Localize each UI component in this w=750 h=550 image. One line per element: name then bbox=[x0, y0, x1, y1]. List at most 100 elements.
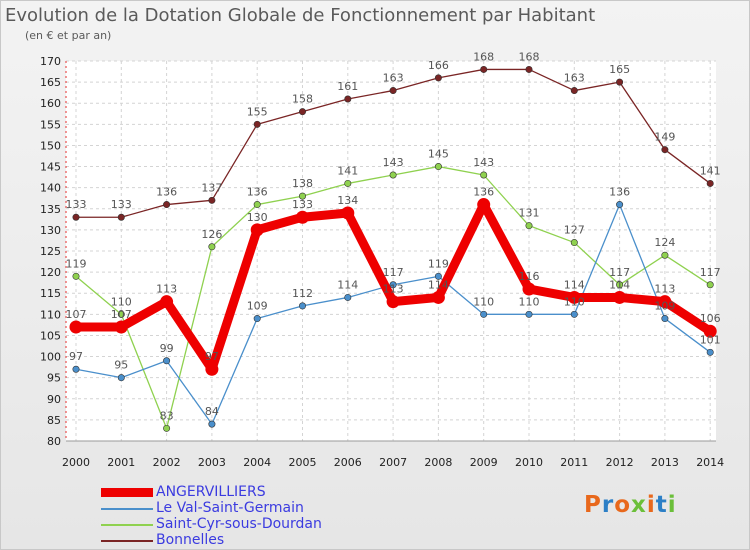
data-label-le-val-saint-germain: 114 bbox=[337, 278, 358, 291]
data-label-angervilliers: 106 bbox=[700, 312, 721, 325]
data-label-le-val-saint-germain: 109 bbox=[247, 300, 268, 313]
data-point-saint-cyr-sous-dourdan bbox=[344, 179, 352, 187]
y-tick-label: 130 bbox=[40, 224, 61, 237]
data-point-bonnelles bbox=[253, 120, 261, 128]
logo-letter: o bbox=[614, 492, 632, 518]
data-point-saint-cyr-sous-dourdan bbox=[706, 281, 714, 289]
data-point-le-val-saint-germain bbox=[480, 310, 488, 318]
data-label-saint-cyr-sous-dourdan: 127 bbox=[564, 224, 585, 237]
x-tick-label: 2007 bbox=[379, 456, 407, 469]
data-label-saint-cyr-sous-dourdan: 136 bbox=[247, 186, 268, 199]
data-point-bonnelles bbox=[389, 87, 397, 95]
y-tick-label: 150 bbox=[40, 139, 61, 152]
data-label-angervilliers: 133 bbox=[292, 198, 313, 211]
data-label-le-val-saint-germain: 110 bbox=[519, 295, 540, 308]
legend-swatch-angervilliers bbox=[101, 488, 153, 497]
data-point-le-val-saint-germain bbox=[298, 302, 306, 310]
data-label-saint-cyr-sous-dourdan: 131 bbox=[519, 207, 540, 220]
data-label-saint-cyr-sous-dourdan: 143 bbox=[383, 156, 404, 169]
legend-item-saint-cyr-sous-dourdan: Saint-Cyr-sous-Dourdan bbox=[101, 516, 361, 532]
data-point-angervilliers bbox=[613, 290, 627, 304]
data-point-bonnelles bbox=[344, 95, 352, 103]
legend-label: Saint-Cyr-sous-Dourdan bbox=[156, 516, 322, 532]
data-label-le-val-saint-germain: 110 bbox=[564, 295, 585, 308]
x-tick-label: 2009 bbox=[470, 456, 498, 469]
data-point-bonnelles bbox=[72, 213, 80, 221]
data-label-saint-cyr-sous-dourdan: 141 bbox=[337, 164, 358, 177]
legend-label: Bonnelles bbox=[156, 532, 225, 548]
data-point-saint-cyr-sous-dourdan bbox=[117, 310, 125, 318]
logo-letter: t bbox=[655, 492, 668, 518]
data-label-le-val-saint-germain: 97 bbox=[69, 350, 83, 363]
y-tick-label: 140 bbox=[40, 182, 61, 195]
data-point-le-val-saint-germain bbox=[253, 315, 261, 323]
data-point-saint-cyr-sous-dourdan bbox=[298, 192, 306, 200]
data-point-le-val-saint-germain bbox=[525, 310, 533, 318]
data-label-bonnelles: 161 bbox=[337, 80, 358, 93]
data-point-bonnelles bbox=[480, 65, 488, 73]
data-point-bonnelles bbox=[661, 146, 669, 154]
data-label-le-val-saint-germain: 101 bbox=[700, 333, 721, 346]
y-tick-label: 145 bbox=[40, 161, 61, 174]
x-tick-label: 2012 bbox=[606, 456, 634, 469]
logo-letter: r bbox=[601, 492, 615, 518]
data-label-saint-cyr-sous-dourdan: 138 bbox=[292, 177, 313, 190]
data-label-angervilliers: 97 bbox=[205, 350, 219, 363]
data-label-le-val-saint-germain: 84 bbox=[205, 405, 219, 418]
data-label-angervilliers: 116 bbox=[519, 270, 540, 283]
data-label-saint-cyr-sous-dourdan: 83 bbox=[160, 409, 174, 422]
data-label-saint-cyr-sous-dourdan: 110 bbox=[111, 295, 132, 308]
legend-item-angervilliers: ANGERVILLIERS bbox=[101, 484, 361, 500]
data-point-le-val-saint-germain bbox=[434, 272, 442, 280]
data-point-saint-cyr-sous-dourdan bbox=[72, 272, 80, 280]
data-point-saint-cyr-sous-dourdan bbox=[616, 281, 624, 289]
data-label-le-val-saint-germain: 112 bbox=[292, 287, 313, 300]
x-tick-label: 2008 bbox=[424, 456, 452, 469]
chart-legend: ANGERVILLIERS Le Val-Saint-Germain Saint-C… bbox=[101, 484, 361, 548]
data-label-angervilliers: 134 bbox=[337, 194, 358, 207]
data-point-le-val-saint-germain bbox=[163, 357, 171, 365]
data-point-le-val-saint-germain bbox=[208, 420, 216, 428]
data-point-saint-cyr-sous-dourdan bbox=[208, 243, 216, 251]
data-label-saint-cyr-sous-dourdan: 119 bbox=[66, 257, 87, 270]
data-point-saint-cyr-sous-dourdan bbox=[389, 171, 397, 179]
data-label-saint-cyr-sous-dourdan: 126 bbox=[201, 228, 222, 241]
data-label-bonnelles: 163 bbox=[383, 72, 404, 85]
data-label-le-val-saint-germain: 119 bbox=[428, 257, 449, 270]
data-label-bonnelles: 136 bbox=[156, 186, 177, 199]
y-tick-label: 105 bbox=[40, 329, 61, 342]
data-point-bonnelles bbox=[163, 201, 171, 209]
data-label-angervilliers: 136 bbox=[473, 186, 494, 199]
data-point-angervilliers bbox=[160, 295, 174, 309]
chart-title: Evolution de la Dotation Globale de Fonc… bbox=[5, 5, 596, 26]
data-label-angervilliers: 113 bbox=[383, 283, 404, 296]
data-point-angervilliers bbox=[431, 290, 445, 304]
x-tick-label: 2011 bbox=[560, 456, 588, 469]
data-point-le-val-saint-germain bbox=[706, 348, 714, 356]
data-point-saint-cyr-sous-dourdan bbox=[661, 251, 669, 259]
y-tick-label: 120 bbox=[40, 266, 61, 279]
data-label-saint-cyr-sous-dourdan: 117 bbox=[609, 266, 630, 279]
data-label-bonnelles: 166 bbox=[428, 59, 449, 72]
data-label-saint-cyr-sous-dourdan: 143 bbox=[473, 156, 494, 169]
data-point-bonnelles bbox=[298, 108, 306, 116]
x-tick-label: 2005 bbox=[289, 456, 317, 469]
data-label-angervilliers: 114 bbox=[564, 278, 585, 291]
legend-swatch-bonnelles bbox=[101, 540, 153, 542]
data-label-bonnelles: 133 bbox=[111, 198, 132, 211]
legend-swatch-saint-cyr-sous-dourdan bbox=[101, 524, 153, 526]
data-point-bonnelles bbox=[208, 196, 216, 204]
x-tick-label: 2003 bbox=[198, 456, 226, 469]
data-label-bonnelles: 149 bbox=[654, 131, 675, 144]
data-point-bonnelles bbox=[525, 65, 533, 73]
y-tick-label: 135 bbox=[40, 203, 61, 216]
data-point-saint-cyr-sous-dourdan bbox=[434, 163, 442, 171]
data-point-le-val-saint-germain bbox=[661, 315, 669, 323]
data-label-angervilliers: 107 bbox=[111, 308, 132, 321]
data-point-bonnelles bbox=[570, 87, 578, 95]
y-tick-label: 165 bbox=[40, 76, 61, 89]
x-tick-label: 2000 bbox=[62, 456, 90, 469]
legend-item-bonnelles: Bonnelles bbox=[101, 532, 361, 548]
